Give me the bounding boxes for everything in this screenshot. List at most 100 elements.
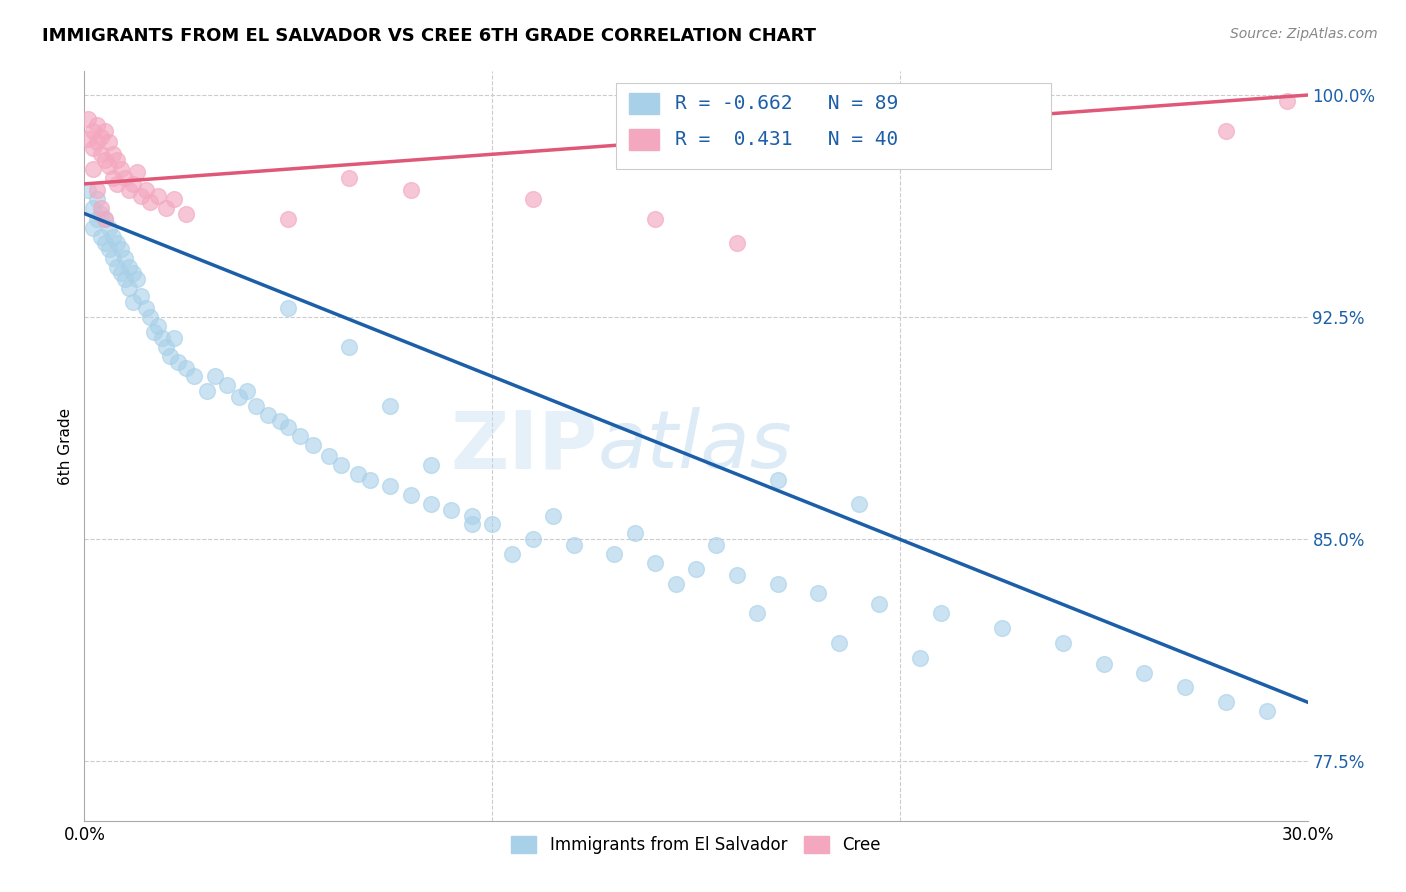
Point bbox=[543, 508, 565, 523]
Point bbox=[359, 473, 381, 487]
Point bbox=[127, 271, 149, 285]
Point bbox=[97, 159, 120, 173]
Point bbox=[766, 473, 789, 487]
Point bbox=[1215, 123, 1237, 137]
Point bbox=[502, 547, 524, 561]
Point bbox=[101, 171, 124, 186]
Point bbox=[644, 212, 666, 227]
Point bbox=[122, 177, 145, 191]
Point bbox=[82, 221, 104, 235]
Point bbox=[685, 562, 707, 576]
Point bbox=[183, 369, 205, 384]
Point bbox=[346, 467, 368, 482]
Point bbox=[869, 598, 891, 612]
Point bbox=[167, 354, 190, 368]
Legend: Immigrants from El Salvador, Cree: Immigrants from El Salvador, Cree bbox=[505, 830, 887, 861]
Point bbox=[228, 390, 250, 404]
Point bbox=[1052, 636, 1074, 650]
Point bbox=[1092, 657, 1115, 671]
Point bbox=[522, 192, 544, 206]
Point bbox=[257, 408, 280, 422]
Text: R = -0.662   N = 89: R = -0.662 N = 89 bbox=[675, 94, 898, 113]
Point bbox=[101, 147, 124, 161]
Point bbox=[163, 192, 186, 206]
Point bbox=[97, 242, 120, 256]
Text: atlas: atlas bbox=[598, 407, 793, 485]
Point bbox=[142, 325, 165, 339]
Point bbox=[93, 123, 115, 137]
Point bbox=[86, 136, 108, 150]
Point bbox=[77, 112, 100, 126]
Point bbox=[90, 129, 112, 144]
Point bbox=[725, 236, 748, 251]
Point bbox=[195, 384, 218, 399]
Point bbox=[174, 360, 197, 375]
Point bbox=[929, 607, 952, 621]
Point bbox=[522, 533, 544, 547]
Point bbox=[127, 165, 149, 179]
Point bbox=[101, 251, 124, 265]
Point bbox=[86, 192, 108, 206]
Point bbox=[339, 340, 361, 354]
Point bbox=[105, 260, 128, 274]
Point bbox=[131, 188, 153, 202]
Point bbox=[204, 369, 226, 384]
Point bbox=[155, 340, 177, 354]
Point bbox=[114, 171, 136, 186]
Point bbox=[624, 526, 647, 541]
Point bbox=[110, 162, 132, 177]
Point bbox=[118, 280, 141, 294]
Point bbox=[146, 188, 169, 202]
Point bbox=[277, 301, 299, 316]
Point bbox=[1256, 704, 1278, 718]
Point bbox=[277, 419, 299, 434]
Point bbox=[665, 576, 688, 591]
Point bbox=[105, 236, 128, 251]
Point bbox=[217, 378, 239, 392]
Point bbox=[114, 251, 136, 265]
Point bbox=[481, 517, 503, 532]
Point bbox=[90, 230, 112, 244]
Point bbox=[848, 497, 870, 511]
Point bbox=[766, 576, 789, 591]
Point bbox=[290, 428, 312, 442]
Point bbox=[86, 212, 108, 227]
Point bbox=[277, 212, 299, 227]
Point bbox=[1133, 665, 1156, 680]
Point bbox=[105, 177, 128, 191]
Point bbox=[122, 266, 145, 280]
Point bbox=[77, 132, 100, 146]
Point bbox=[399, 183, 422, 197]
Point bbox=[101, 230, 124, 244]
Point bbox=[603, 547, 626, 561]
Point bbox=[461, 508, 484, 523]
Point bbox=[118, 260, 141, 274]
Point bbox=[747, 607, 769, 621]
Point bbox=[706, 538, 728, 552]
Point bbox=[86, 183, 108, 197]
Point bbox=[155, 201, 177, 215]
Point bbox=[97, 221, 120, 235]
Point bbox=[118, 183, 141, 197]
Point bbox=[146, 319, 169, 334]
Point bbox=[420, 458, 443, 473]
Point bbox=[82, 162, 104, 177]
Point bbox=[380, 479, 402, 493]
Text: IMMIGRANTS FROM EL SALVADOR VS CREE 6TH GRADE CORRELATION CHART: IMMIGRANTS FROM EL SALVADOR VS CREE 6TH … bbox=[42, 27, 815, 45]
Point bbox=[90, 147, 112, 161]
Point bbox=[114, 271, 136, 285]
Text: ZIP: ZIP bbox=[451, 407, 598, 485]
Point bbox=[93, 153, 115, 168]
Point bbox=[82, 123, 104, 137]
Point bbox=[138, 194, 160, 209]
Text: Source: ZipAtlas.com: Source: ZipAtlas.com bbox=[1230, 27, 1378, 41]
Point bbox=[138, 310, 160, 325]
Point bbox=[725, 567, 748, 582]
Point bbox=[807, 585, 830, 599]
Point bbox=[90, 201, 112, 215]
Point bbox=[330, 458, 353, 473]
Point bbox=[93, 212, 115, 227]
Point bbox=[82, 141, 104, 155]
Point bbox=[1174, 681, 1197, 695]
Point bbox=[236, 384, 259, 399]
